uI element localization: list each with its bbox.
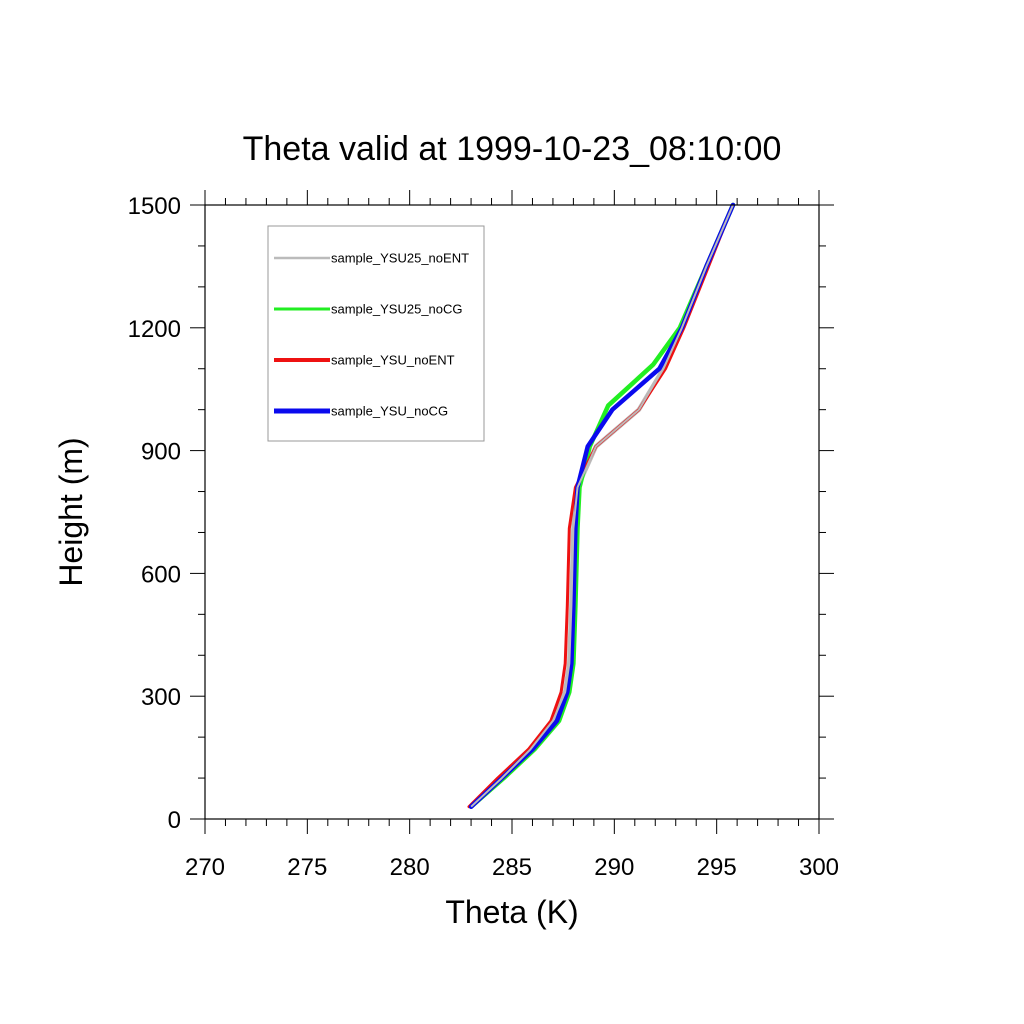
y-axis-label: Height (m)	[53, 437, 89, 586]
y-tick-label: 1200	[128, 316, 181, 343]
series-line-4	[468, 202, 736, 809]
legend-label: sample_YSU_noCG	[331, 404, 448, 419]
x-tick-label: 280	[390, 854, 430, 881]
legend: sample_YSU25_noENT sample_YSU25_noCGsampl…	[267, 225, 485, 442]
series-lines	[467, 202, 736, 809]
x-tick-label: 295	[697, 854, 737, 881]
legend-box	[267, 225, 485, 442]
x-tick-label: 270	[185, 854, 225, 881]
y-tick-label: 300	[141, 684, 181, 711]
x-tick-label: 300	[799, 854, 839, 881]
series-line-1-overlay	[470, 204, 734, 808]
plot-frame	[204, 204, 820, 820]
y-tick-label: 0	[168, 807, 181, 834]
x-tick-label: 285	[492, 854, 532, 881]
y-tick-label: 900	[141, 439, 181, 466]
y-tick-label: 1500	[128, 193, 181, 220]
axis-tick-labels: 270 275 280 285 290 295 300 0 300 600 900 1200 1500	[128, 193, 839, 881]
legend-label: sample_YSU25_noENT	[331, 251, 469, 266]
y-tick-label: 600	[141, 561, 181, 588]
chart-title: Theta valid at 1999-10-23_08:10:00	[243, 130, 782, 168]
x-axis-label: Theta (K)	[445, 894, 578, 930]
series-line-3	[467, 203, 735, 809]
axis-ticks	[190, 190, 834, 834]
legend-label: sample_YSU_noENT	[331, 353, 455, 368]
x-tick-label: 290	[594, 854, 634, 881]
legend-label: sample_YSU25_noCG	[331, 302, 463, 317]
x-tick-label: 275	[287, 854, 327, 881]
